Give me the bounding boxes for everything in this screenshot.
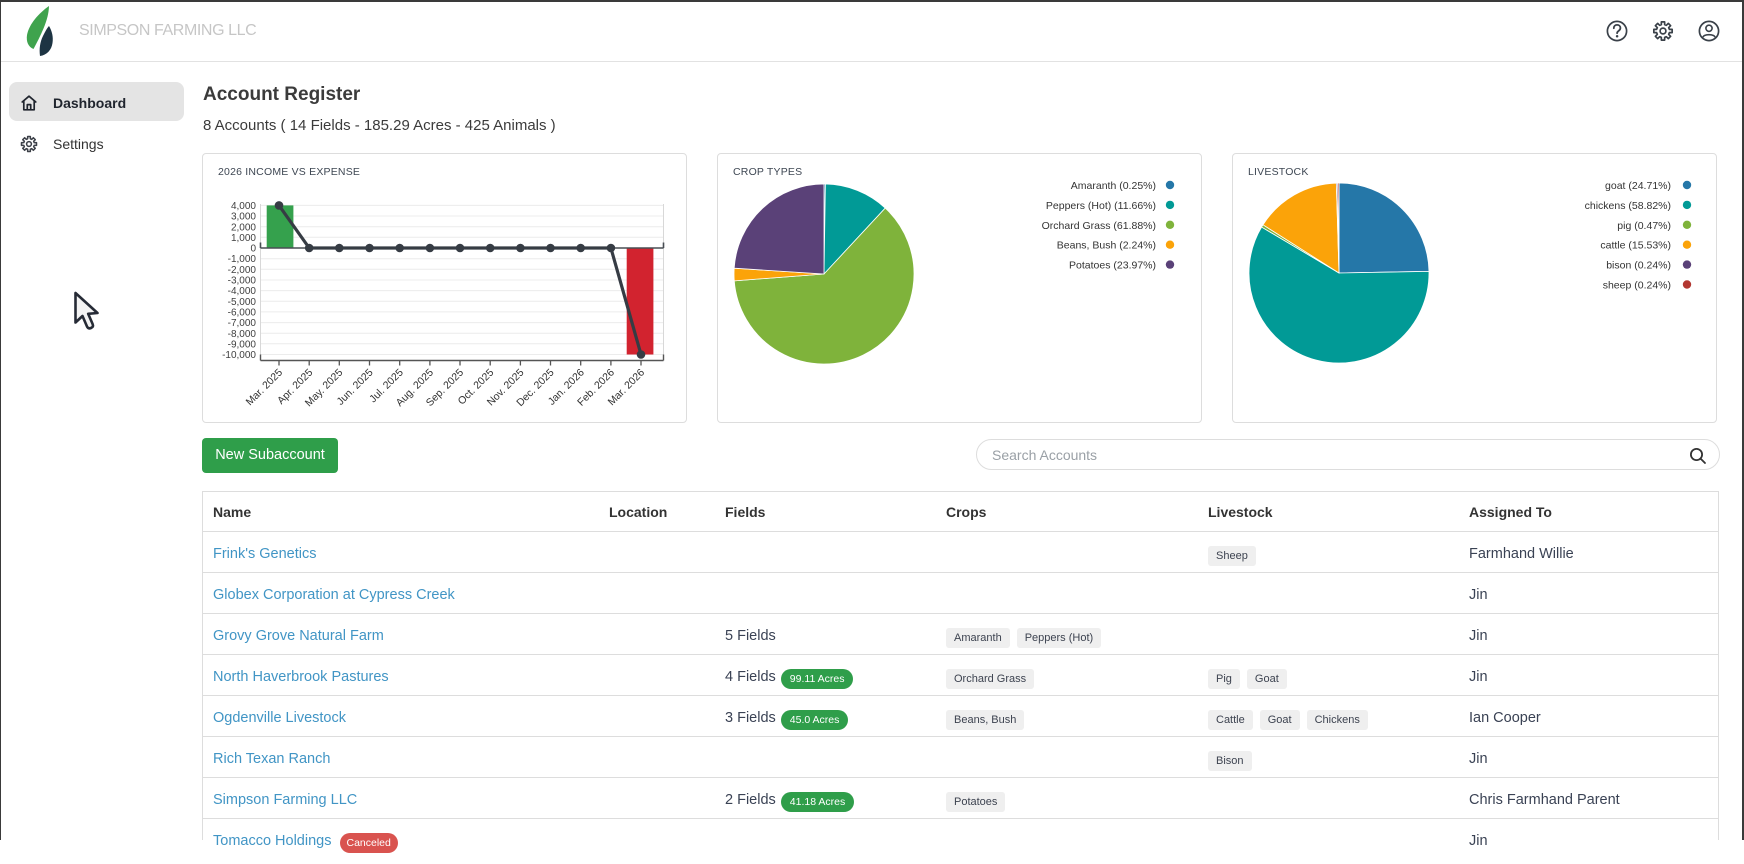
svg-text:4,000: 4,000	[231, 201, 256, 212]
svg-text:cattle (15.53%): cattle (15.53%)	[1600, 240, 1671, 252]
svg-text:-2,000: -2,000	[228, 265, 257, 276]
svg-text:-6,000: -6,000	[228, 308, 257, 319]
svg-text:1,000: 1,000	[231, 233, 256, 244]
svg-text:Potatoes (23.97%): Potatoes (23.97%)	[1069, 260, 1156, 272]
svg-text:chickens (58.82%): chickens (58.82%)	[1585, 200, 1671, 212]
svg-text:-4,000: -4,000	[228, 286, 257, 297]
svg-text:bison (0.24%): bison (0.24%)	[1606, 260, 1671, 272]
svg-text:3,000: 3,000	[231, 212, 256, 223]
svg-text:-10,000: -10,000	[222, 350, 256, 361]
svg-text:Orchard Grass (61.88%): Orchard Grass (61.88%)	[1042, 220, 1156, 232]
svg-text:-1,000: -1,000	[228, 254, 257, 265]
svg-text:-7,000: -7,000	[228, 318, 257, 329]
svg-text:Beans, Bush (2.24%): Beans, Bush (2.24%)	[1057, 240, 1156, 252]
svg-text:-5,000: -5,000	[228, 297, 257, 308]
svg-text:-8,000: -8,000	[228, 329, 257, 340]
svg-text:-3,000: -3,000	[228, 276, 257, 287]
svg-text:goat (24.71%): goat (24.71%)	[1605, 180, 1671, 192]
svg-text:sheep (0.24%): sheep (0.24%)	[1603, 280, 1671, 292]
svg-text:pig (0.47%): pig (0.47%)	[1617, 220, 1671, 232]
svg-text:-9,000: -9,000	[228, 339, 257, 350]
svg-text:0: 0	[250, 244, 256, 255]
svg-text:Amaranth (0.25%): Amaranth (0.25%)	[1071, 180, 1156, 192]
svg-text:2,000: 2,000	[231, 222, 256, 233]
svg-text:Peppers (Hot) (11.66%): Peppers (Hot) (11.66%)	[1046, 200, 1156, 212]
